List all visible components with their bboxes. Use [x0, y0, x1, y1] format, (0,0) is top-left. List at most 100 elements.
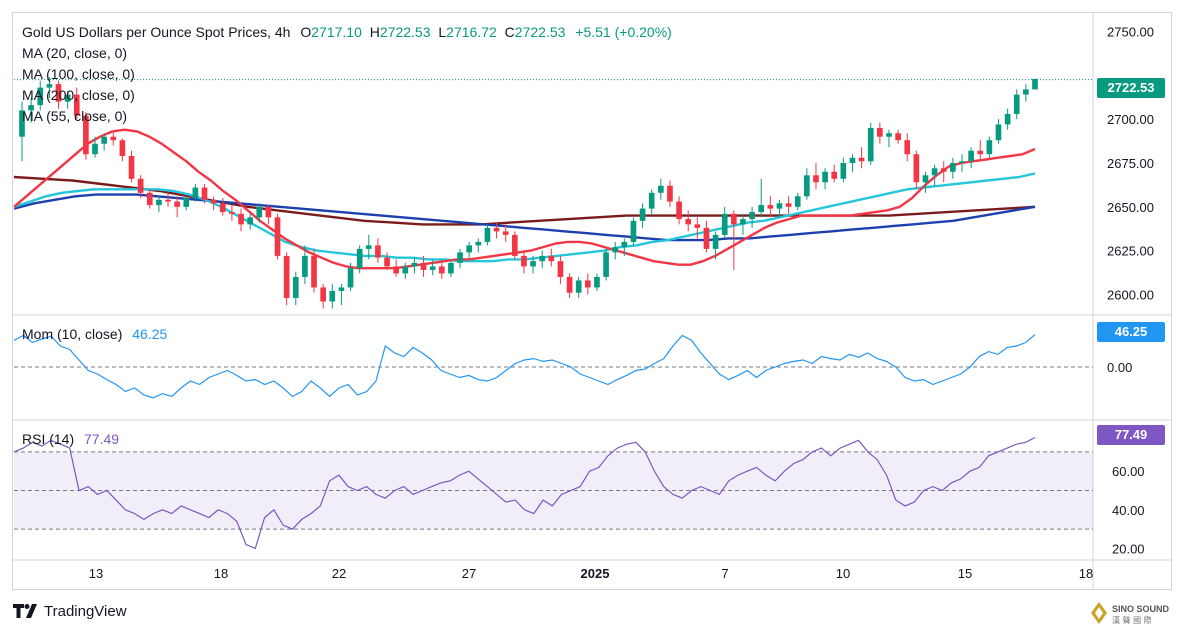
legend-ma20[interactable]: MA (20, close, 0) [22, 45, 128, 61]
candle-body [594, 276, 600, 288]
candle-body [712, 234, 719, 249]
candle-body [959, 161, 965, 163]
candle-body [320, 287, 326, 302]
candle-body [740, 219, 746, 225]
candle-body [794, 196, 801, 207]
watermark-text: SINO SOUND [1112, 604, 1170, 614]
candle-body [356, 248, 363, 269]
candle-body [493, 227, 500, 232]
candle-body [685, 219, 692, 225]
candle-body [721, 213, 728, 235]
price-tag: 2722.53 [1097, 78, 1165, 98]
legend-momentum[interactable]: Mom (10, close) 46.25 [22, 325, 167, 344]
candle-body [940, 168, 947, 172]
candle-body [840, 163, 847, 179]
candle-body [694, 224, 701, 228]
candle-body [457, 252, 463, 263]
candle-body [731, 213, 737, 225]
candle-body [521, 255, 527, 267]
time-tick-label: 18 [214, 566, 228, 581]
rsi-tag: 77.49 [1097, 425, 1165, 445]
price-tick-label: 2750.00 [1107, 25, 1154, 40]
candle-body [813, 175, 819, 183]
candle-body [1032, 78, 1038, 90]
rsi-tick-label: 60.00 [1112, 464, 1145, 479]
rsi-panel: 20.00 40.00 60.00 [13, 436, 1145, 556]
candle-body [156, 199, 162, 206]
candle-body [995, 124, 1002, 141]
candle-body [165, 199, 171, 202]
tradingview-brand[interactable]: TradingView [44, 603, 127, 620]
candle-body [402, 266, 409, 274]
symbol-title: Gold US Dollars per Ounce Spot Prices, 4… [22, 24, 291, 40]
candle-body [557, 261, 564, 277]
ma200-line [13, 175, 1036, 226]
candle-body [502, 231, 509, 235]
momentum-label: Mom (10, close) [22, 326, 123, 342]
legend-ma200[interactable]: MA (200, close, 0) [22, 87, 135, 103]
time-tick-label: 13 [89, 566, 103, 581]
candle-body [630, 220, 637, 242]
tradingview-logo-icon[interactable] [12, 602, 40, 624]
rsi-label: RSI (14) [22, 431, 75, 447]
legend-ma100[interactable]: MA (100, close, 0) [22, 66, 135, 82]
candle-body [621, 241, 628, 248]
candle-body [922, 175, 929, 183]
time-tick-label: 7 [721, 566, 728, 581]
candle-body [913, 154, 920, 183]
candle-body [968, 150, 974, 162]
legend-ma55[interactable]: MA (55, close, 0) [22, 108, 128, 124]
candle-body [566, 276, 573, 293]
candle-body [877, 127, 883, 137]
candle-body [648, 192, 655, 209]
candle-body [822, 171, 828, 183]
candle-body [904, 140, 911, 155]
candle-body [92, 143, 98, 155]
candle-body [192, 187, 199, 199]
candle-body [329, 290, 336, 302]
legend-rsi[interactable]: RSI (14) 77.49 [22, 430, 119, 449]
candle-body [767, 205, 774, 209]
candle-body [347, 268, 354, 288]
candle-body [448, 262, 454, 274]
candle-body [484, 227, 491, 242]
close-value: 2722.53 [514, 24, 566, 40]
candle-body [548, 255, 555, 262]
time-tick-label: 27 [462, 566, 476, 581]
candle-body [429, 266, 436, 270]
candle-body [867, 127, 874, 162]
candle-body [247, 217, 253, 225]
candle-body [411, 262, 418, 267]
candle-body [365, 245, 372, 249]
candle-body [292, 276, 299, 298]
momentum-tag: 46.25 [1097, 322, 1165, 342]
candle-body [229, 212, 235, 214]
candle-body [55, 84, 62, 102]
candle-body [265, 206, 272, 218]
low-label: L [438, 24, 447, 40]
price-tick-label: 2700.00 [1107, 112, 1154, 127]
candle-body [137, 178, 144, 193]
price-tick-label: 2650.00 [1107, 200, 1154, 215]
candle-body [895, 133, 901, 141]
candle-body [639, 208, 646, 221]
rsi-tick-label: 40.00 [1112, 503, 1145, 518]
candle-body [375, 245, 381, 258]
momentum-panel: 0.00 [13, 334, 1132, 399]
price-tick-label: 2675.00 [1107, 156, 1154, 171]
candle-body [174, 201, 180, 207]
candle-body [575, 280, 582, 293]
candle-body [1013, 94, 1020, 114]
candle-body [46, 84, 53, 88]
candle-body [676, 201, 682, 220]
candle-body [384, 257, 390, 267]
time-tick-label: 15 [958, 566, 972, 581]
candle-body [785, 203, 792, 207]
ma55-line [13, 172, 1036, 263]
rsi-value: 77.49 [84, 431, 120, 447]
candle-body [667, 185, 673, 202]
momentum-line [13, 334, 1036, 399]
candle-body [749, 212, 755, 220]
price-tick-label: 2600.00 [1107, 287, 1154, 302]
